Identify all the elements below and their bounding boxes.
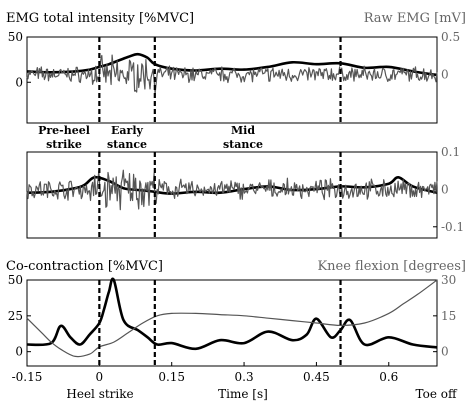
- panel3-frame: [26, 279, 438, 367]
- left-tick-label: 0: [15, 345, 23, 359]
- x-tick-label: 0.6: [379, 370, 398, 384]
- phase-label-mid-stance: Mid stance: [223, 124, 263, 151]
- phase-label-line2: stance: [107, 138, 147, 151]
- right-tick-label: 15: [441, 309, 456, 323]
- right-tick-label: 0.1: [441, 145, 460, 159]
- phase-label-line1: Mid: [231, 124, 255, 137]
- phase-label-line1: Pre-heel: [38, 124, 90, 137]
- right-tick-label: 0: [441, 182, 449, 196]
- panel3-right-label: Knee flexion [degrees]: [317, 259, 466, 274]
- panel1-frame: [26, 36, 438, 124]
- series-line-emg-total-intensity: [26, 52, 438, 77]
- panel2-frame: [26, 151, 438, 239]
- x-tick-label: 0.3: [235, 370, 254, 384]
- left-tick-label: 25: [8, 309, 23, 323]
- plot-layer: 0 50 0 0.5 -0.1 0 0.1 0 25 50 0 15 30 -0.15 0 0.15 0.3 0.…: [8, 30, 464, 384]
- heel-strike-label: Heel strike: [66, 387, 133, 401]
- right-tick-label: -0.1: [441, 220, 464, 234]
- phase-label-line2: strike: [46, 138, 82, 151]
- x-axis-label: Time [s]: [218, 387, 268, 401]
- phase-label-line2: stance: [223, 138, 263, 151]
- panel3-left-label: Co-contraction [%MVC]: [6, 259, 163, 274]
- series-line-knee-flexion: [26, 279, 438, 358]
- x-tick-label: 0: [96, 370, 104, 384]
- toe-off-label: Toe off: [416, 387, 458, 401]
- right-tick-label: 0.5: [441, 30, 460, 44]
- phase-label-early-stance: Early stance: [107, 124, 147, 151]
- panel1-right-label: Raw EMG [mV]: [364, 11, 466, 26]
- panel1-left-label: EMG total intensity [%MVC]: [6, 11, 194, 26]
- x-tick-label: 0.45: [303, 370, 330, 384]
- series-line-co-contraction: [26, 277, 438, 351]
- left-tick-label: 0: [15, 75, 23, 89]
- left-tick-label: 50: [8, 273, 23, 287]
- phase-label-line1: Early: [111, 124, 143, 137]
- x-tick-label: -0.15: [12, 370, 43, 384]
- series-line-raw-emg: [26, 54, 438, 95]
- right-tick-label: 0: [441, 345, 449, 359]
- series-line-raw-emg: [26, 169, 438, 211]
- x-tick-label: 0.15: [158, 370, 185, 384]
- right-tick-label: 30: [441, 273, 456, 287]
- left-tick-label: 50: [8, 30, 23, 44]
- right-tick-label: 0: [441, 67, 449, 81]
- phase-label-pre-heel-strike: Pre-heel strike: [38, 124, 90, 151]
